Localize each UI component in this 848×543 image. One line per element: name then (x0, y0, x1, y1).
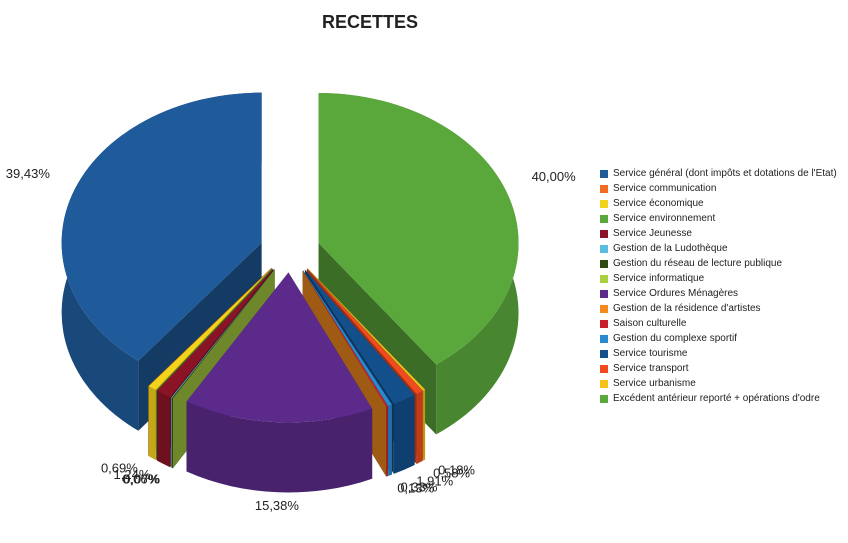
legend-label: Service Ordures Ménagères (613, 288, 739, 299)
slice (302, 270, 388, 407)
data-label: 0,13% (397, 481, 434, 496)
legend-label: Excédent antérieur reporté + opérations … (613, 393, 820, 404)
slice-rim (416, 390, 423, 465)
legend-item: Gestion de la résidence d'artistes (600, 303, 845, 315)
legend-label: Gestion de la Ludothèque (613, 243, 728, 254)
data-label: 0,06% (122, 471, 159, 486)
slice (303, 270, 392, 406)
legend-swatch (600, 305, 608, 313)
legend-item: Saison culturelle (600, 318, 845, 330)
legend-swatch (600, 260, 608, 268)
legend-label: Service Jeunesse (613, 228, 692, 239)
legend-label: Gestion du complexe sportif (613, 333, 737, 344)
slice-rim (148, 386, 156, 461)
legend-swatch (600, 335, 608, 343)
legend-swatch (600, 380, 608, 388)
data-label: 39,43% (6, 166, 51, 181)
data-label: 0,07% (123, 472, 160, 487)
legend-label: Service communication (613, 183, 717, 194)
slice (304, 269, 415, 404)
legend-item: Excédent antérieur reporté + opérations … (600, 393, 845, 405)
legend-swatch (600, 245, 608, 253)
legend-item: Service Jeunesse (600, 228, 845, 240)
slice-rim (157, 390, 171, 468)
legend-item: Service transport (600, 363, 845, 375)
slice (318, 93, 519, 365)
slice (171, 269, 275, 399)
legend-label: Service urbanisme (613, 378, 696, 389)
legend-item: Gestion de la Ludothèque (600, 243, 845, 255)
legend-swatch (600, 365, 608, 373)
legend-item: Service urbanisme (600, 378, 845, 390)
legend-label: Service général (dont impôts et dotation… (613, 168, 837, 179)
slice (171, 269, 275, 399)
slice-rim (423, 389, 426, 461)
slice-rim (386, 406, 388, 477)
legend-item: Service tourisme (600, 348, 845, 360)
legend-swatch (600, 290, 608, 298)
legend-item: Service Ordures Ménagères (600, 288, 845, 300)
legend-label: Service tourisme (613, 348, 688, 359)
legend-label: Service environnement (613, 213, 716, 224)
slice (172, 269, 275, 399)
legend-label: Gestion de la résidence d'artistes (613, 303, 761, 314)
data-label: 1,24% (114, 467, 151, 482)
slice-rim (388, 404, 392, 476)
legend-label: Gestion du réseau de lecture publique (613, 258, 783, 269)
slice-rim (171, 397, 172, 469)
legend-label: Service économique (613, 198, 704, 209)
slice-side (318, 93, 437, 435)
slice-rim (171, 398, 173, 469)
slice (306, 268, 423, 395)
slice (61, 92, 262, 361)
legend-swatch (600, 350, 608, 358)
legend-item: Service informatique (600, 273, 845, 285)
legend-label: Service transport (613, 363, 689, 374)
legend-item: Service environnement (600, 213, 845, 225)
slice (148, 268, 273, 391)
legend-label: Service informatique (613, 273, 705, 284)
data-label: 0,69% (101, 461, 138, 476)
slice-rim (186, 401, 373, 493)
legend-swatch (600, 200, 608, 208)
legend-item: Gestion du réseau de lecture publique (600, 258, 845, 270)
legend-swatch (600, 170, 608, 178)
legend-swatch (600, 215, 608, 223)
slice (307, 268, 426, 391)
slice-side (138, 92, 262, 431)
data-label: 40,00% (532, 169, 577, 184)
legend-item: Service économique (600, 198, 845, 210)
legend-swatch (600, 320, 608, 328)
data-label: 0,33% (401, 480, 438, 495)
legend-swatch (600, 230, 608, 238)
data-label: 1,91% (416, 473, 453, 488)
legend-item: Service général (dont impôts et dotation… (600, 168, 845, 180)
legend-label: Saison culturelle (613, 318, 687, 329)
data-label: 0,18% (438, 463, 475, 478)
slice (157, 268, 274, 398)
slice (186, 272, 373, 423)
data-label: 15,38% (255, 498, 300, 513)
legend-item: Gestion du complexe sportif (600, 333, 845, 345)
data-label: 0,58% (433, 465, 470, 480)
legend-item: Service communication (600, 183, 845, 195)
chart-title: RECETTES (322, 12, 418, 32)
legend: Service général (dont impôts et dotation… (600, 168, 845, 408)
legend-swatch (600, 185, 608, 193)
legend-swatch (600, 395, 608, 403)
slice-rim (393, 394, 415, 474)
legend-swatch (600, 275, 608, 283)
